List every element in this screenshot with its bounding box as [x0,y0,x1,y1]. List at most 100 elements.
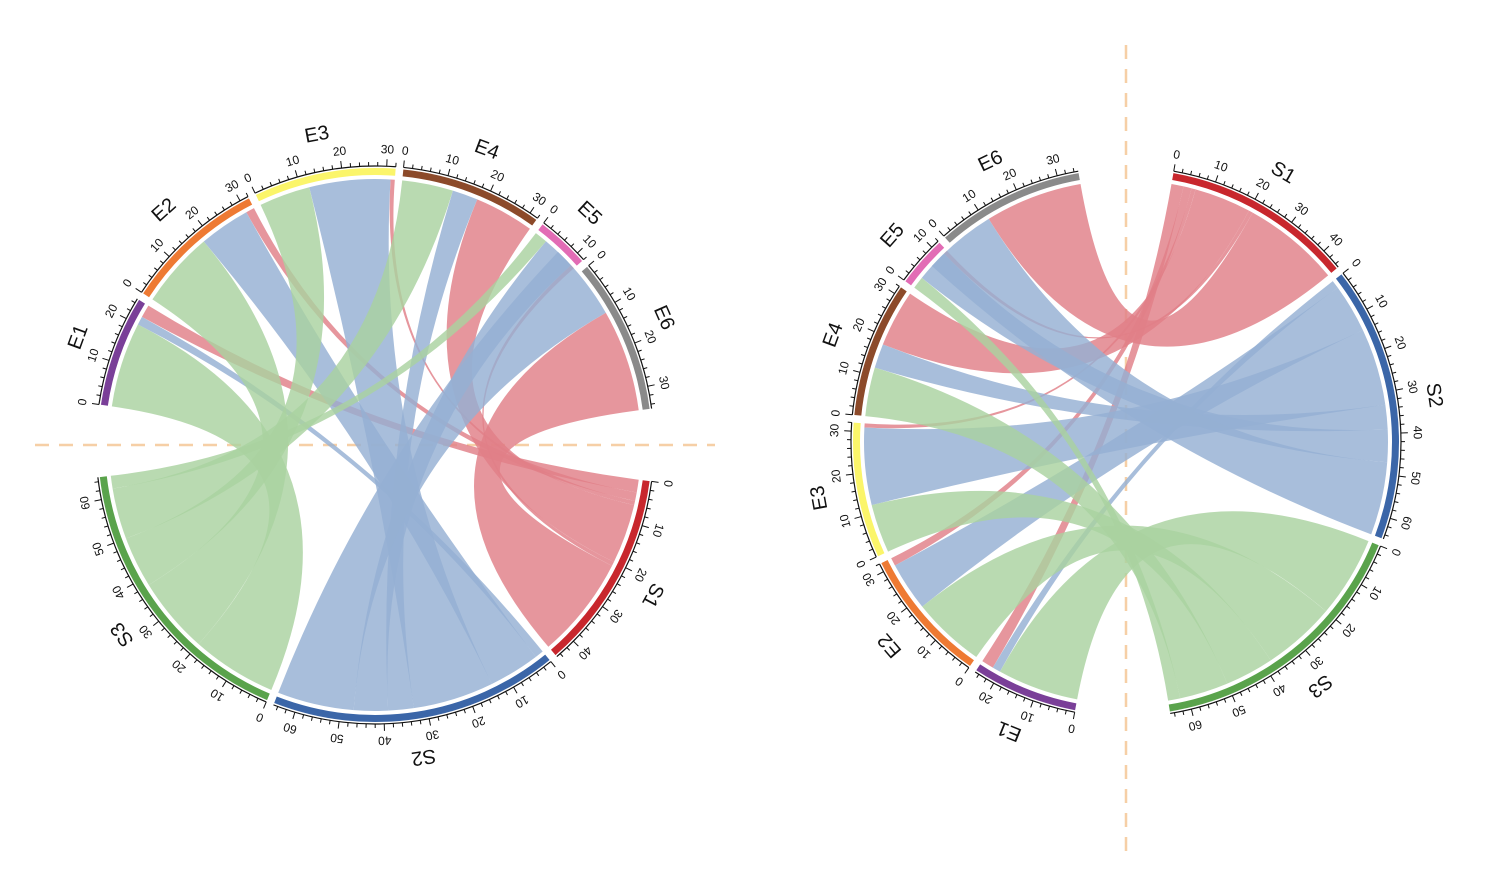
major-tick [1030,700,1034,708]
tick-label: 10 [84,347,101,364]
minor-tick [905,270,910,274]
minor-tick [1352,284,1357,288]
tick-label: 10 [1212,157,1229,175]
sector-e3: 0 10 20 30 E3 [242,122,397,202]
minor-tick [564,236,568,241]
minor-tick [229,201,233,206]
minor-tick [221,206,225,211]
major-tick [447,168,451,176]
minor-tick [178,240,183,244]
tick-label: 20 [884,608,903,627]
tick-label: 30 [656,375,673,391]
tick-label: 20 [489,167,507,185]
minor-tick [1329,254,1334,258]
tick-label: 20 [1339,621,1359,640]
major-tick [1291,216,1297,223]
sector-axis-e1 [98,298,138,405]
minor-tick [310,716,313,721]
major-tick [185,653,191,660]
major-tick [588,260,595,266]
tick-label: 0 [120,276,136,290]
major-tick [1173,164,1176,172]
ribbon-s2-e6 [931,218,1388,535]
minor-tick [1374,322,1379,326]
major-tick [1054,168,1058,176]
major-tick [126,583,134,588]
tick-label: 20 [332,144,347,160]
tick-label: 20 [850,316,868,334]
minor-tick [649,393,654,396]
minor-tick [1284,213,1288,218]
minor-tick [998,193,1002,198]
minor-tick [455,711,458,717]
major-tick [529,206,535,214]
minor-tick [463,709,466,714]
minor-tick [319,718,322,723]
major-tick [926,241,933,248]
sector-label-e5: E5 [876,219,909,252]
minor-tick [1387,354,1392,358]
tick-label: 10 [147,235,167,255]
minor-tick [255,698,259,703]
major-tick [641,525,649,529]
tick-label: 20 [1001,165,1019,183]
tick-label: 30 [424,727,440,743]
minor-tick [148,274,153,278]
minor-tick [1006,690,1010,695]
minor-tick [585,627,590,631]
major-tick [1395,388,1404,391]
minor-tick [269,181,273,187]
minor-tick [1284,665,1288,670]
minor-tick [609,292,614,296]
minor-tick [1291,660,1295,665]
ribbon-s1-e6 [474,312,639,647]
tick-label: 10 [284,152,301,169]
minor-tick [1311,644,1316,648]
tick-label: 10 [1372,292,1391,311]
minor-tick [536,672,540,677]
tick-label: 10 [960,186,979,205]
major-tick [94,499,102,502]
minor-tick [855,507,860,510]
tick-label: 0 [1388,547,1404,559]
sector-e3: 0 10 20 30 E3 [806,421,885,570]
minor-tick [247,694,251,699]
major-tick [251,186,256,194]
minor-tick [94,481,99,483]
sector-label-s3: S3 [106,618,138,651]
minor-tick [559,653,564,657]
minor-tick [644,516,649,519]
minor-tick [1324,632,1328,636]
chord-chart-horizontal-gap: 010203040S10102030405060S20102030405060S… [35,122,715,770]
minor-tick [498,191,501,196]
minor-tick [591,620,595,624]
minor-tick [1039,703,1042,708]
tick-label: 0 [75,397,90,406]
minor-tick [1223,698,1227,703]
minor-tick [410,721,413,726]
minor-tick [106,534,111,537]
minor-tick [231,685,235,690]
minor-tick [1239,691,1243,696]
minor-tick [1378,330,1383,333]
minor-tick [331,165,334,170]
tick-label: 30 [530,190,549,209]
minor-tick [579,634,583,638]
minor-tick [1173,712,1176,717]
major-tick [573,640,579,647]
major-tick [845,473,853,476]
minor-tick [639,533,644,536]
major-tick [236,194,241,202]
minor-tick [1276,208,1281,213]
minor-tick [983,201,987,206]
minor-tick [1006,189,1009,194]
tick-label: 0 [925,216,940,231]
minor-tick [632,550,637,554]
sector-label-s3: S3 [1304,670,1337,702]
minor-tick [1304,229,1308,234]
minor-tick [261,185,264,190]
major-tick [1190,708,1194,717]
minor-tick [881,305,886,309]
tick-label: 40 [1326,230,1346,250]
minor-tick [206,216,210,221]
